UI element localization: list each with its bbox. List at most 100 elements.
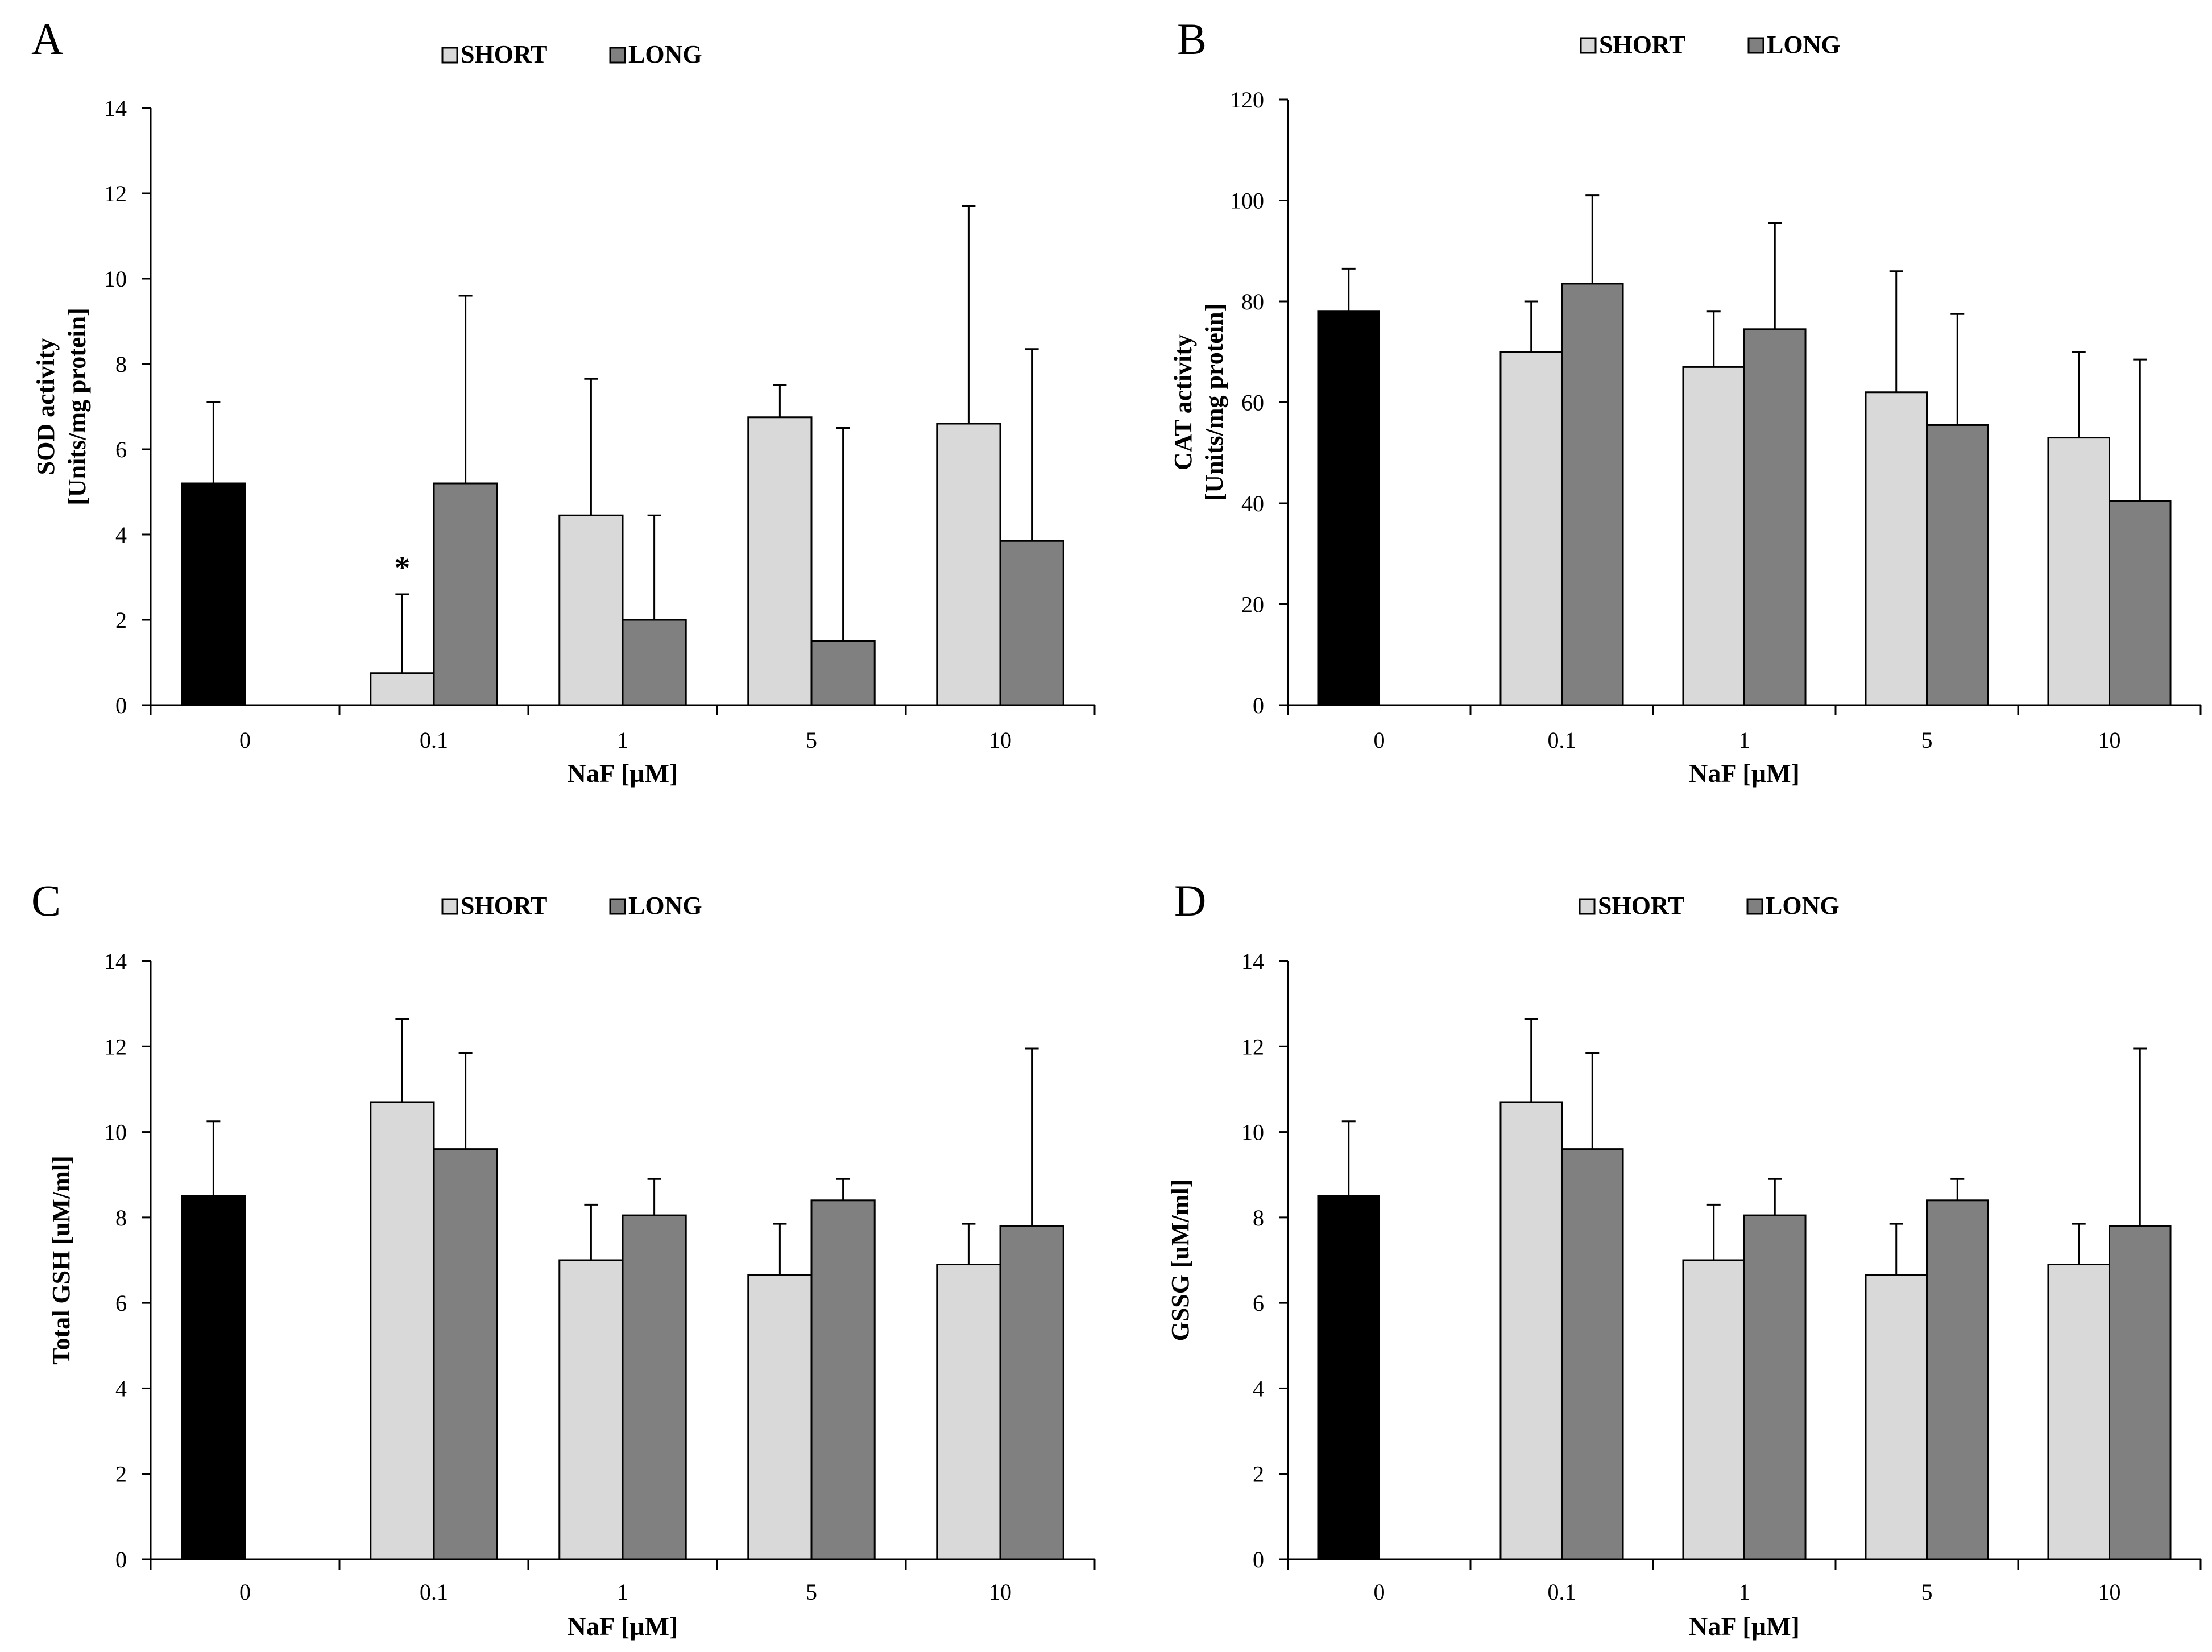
y-tick-label: 10 xyxy=(104,266,127,292)
bar-short-10 xyxy=(936,1264,1001,1560)
bar-long-5 xyxy=(1926,424,1989,706)
y-tick-label: 60 xyxy=(1241,390,1264,416)
bar-short-0.1 xyxy=(370,1101,435,1560)
bar-long-0.1 xyxy=(1561,1148,1624,1560)
bar-short-1 xyxy=(1682,366,1746,706)
bar-long-1 xyxy=(1743,1214,1807,1560)
chart-panel-b: B SHORT LONG 0 20 40 60 80 100 120 0 0.1 1 5 10 NaF [µM… xyxy=(1169,14,2202,788)
x-tick-label: 5 xyxy=(806,1579,817,1605)
bar-long-1 xyxy=(622,1214,687,1560)
y-tick-label: 80 xyxy=(1241,289,1264,314)
bar-long-1 xyxy=(622,619,687,706)
x-tick-label: 0.1 xyxy=(420,727,448,753)
bar-short-10 xyxy=(2047,1264,2111,1560)
x-tick-label: 0 xyxy=(1374,1579,1385,1605)
x-tick-label: 0.1 xyxy=(1548,1579,1576,1605)
panel-label: D xyxy=(1174,876,1206,925)
y-tick-label: 4 xyxy=(1253,1376,1264,1401)
y-tick-label: 8 xyxy=(1253,1205,1264,1231)
bar-long-5 xyxy=(810,640,876,706)
x-tick-label: 0 xyxy=(1374,727,1385,753)
y-tick-label: 12 xyxy=(1241,1034,1264,1059)
y-axis-label: GSSG [uM/ml] xyxy=(1166,1179,1194,1342)
bar-control xyxy=(1317,1195,1381,1560)
legend-label-long: LONG xyxy=(1767,31,1841,59)
x-tick-label: 10 xyxy=(2098,1579,2121,1605)
legend-label-long: LONG xyxy=(628,40,702,68)
bar-short-1 xyxy=(558,1259,624,1560)
x-tick-label: 10 xyxy=(989,1579,1012,1605)
x-axis-label: NaF [µM] xyxy=(1689,1612,1800,1641)
y-tick-label: 6 xyxy=(1253,1290,1264,1316)
legend-label-short: SHORT xyxy=(1599,31,1686,59)
x-tick-label: 1 xyxy=(1739,1579,1750,1605)
bar-long-5 xyxy=(810,1199,876,1560)
legend: SHORT LONG xyxy=(441,892,702,920)
legend-swatch-short xyxy=(1580,37,1597,54)
y-tick-label: 4 xyxy=(115,1376,127,1401)
y-tick-label: 14 xyxy=(1241,949,1264,974)
x-tick-label: 5 xyxy=(806,727,817,753)
bar-long-0.1 xyxy=(433,482,498,706)
bar-short-1 xyxy=(558,514,624,706)
y-tick-label: 0 xyxy=(1253,1547,1264,1572)
bar-long-5 xyxy=(1926,1199,1989,1560)
y-tick-label: 2 xyxy=(115,607,127,633)
bar-long-10 xyxy=(999,1225,1064,1560)
legend-swatch-short xyxy=(1579,898,1596,915)
legend: SHORT LONG xyxy=(1579,892,1840,920)
y-tick-label: 14 xyxy=(104,96,127,121)
chart-panel-d: D SHORT LONG 0 2 4 6 8 10 12 14 0 0.1 1 5 10 NaF [µM] GSS… xyxy=(1166,876,2202,1641)
y-tick-label: 0 xyxy=(115,693,127,718)
y-tick-label: 8 xyxy=(115,1205,127,1231)
legend-label-long: LONG xyxy=(628,892,702,920)
x-tick-label: 0.1 xyxy=(420,1579,448,1605)
legend-swatch-long xyxy=(609,47,626,64)
y-axis-label: [Units/mg protein] xyxy=(1200,304,1228,502)
y-tick-label: 6 xyxy=(115,437,127,462)
legend: SHORT LONG xyxy=(441,40,702,68)
legend-label-short: SHORT xyxy=(461,40,548,68)
legend-swatch-long xyxy=(609,898,626,915)
x-tick-label: 0 xyxy=(239,1579,251,1605)
panel-label: A xyxy=(31,14,63,64)
y-tick-label: 14 xyxy=(104,949,127,974)
x-tick-label: 5 xyxy=(1921,1579,1933,1605)
bar-short-10 xyxy=(936,423,1001,706)
y-tick-label: 6 xyxy=(115,1290,127,1316)
x-tick-label: 1 xyxy=(617,1579,628,1605)
y-tick-label: 12 xyxy=(104,1034,127,1059)
y-tick-label: 0 xyxy=(1253,693,1264,718)
bar-long-10 xyxy=(999,540,1064,706)
legend-swatch-short xyxy=(441,47,458,64)
legend-label-long: LONG xyxy=(1766,892,1840,920)
legend-swatch-long xyxy=(1746,898,1763,915)
x-tick-label: 5 xyxy=(1921,727,1933,753)
y-tick-label: 10 xyxy=(104,1120,127,1145)
y-axis-label: CAT activity xyxy=(1169,334,1197,470)
bar-long-10 xyxy=(2109,500,2172,706)
bar-long-0.1 xyxy=(1561,283,1624,706)
y-axis-label: [Units/mg protein] xyxy=(63,308,91,506)
y-tick-label: 12 xyxy=(104,181,127,206)
y-tick-label: 100 xyxy=(1230,188,1264,214)
bar-short-10 xyxy=(2047,437,2111,706)
y-tick-label: 120 xyxy=(1230,87,1264,113)
x-tick-label: 0 xyxy=(239,727,251,753)
y-tick-label: 40 xyxy=(1241,491,1264,516)
y-tick-label: 8 xyxy=(115,351,127,377)
bar-short-5 xyxy=(1865,391,1928,706)
y-tick-label: 10 xyxy=(1241,1120,1264,1145)
x-tick-label: 1 xyxy=(1739,727,1750,753)
bar-short-5 xyxy=(747,1274,813,1560)
x-tick-label: 0.1 xyxy=(1548,727,1576,753)
y-axis-label: Total GSH [uM/ml] xyxy=(47,1156,75,1365)
bar-short-0.1 xyxy=(1499,351,1563,706)
bar-short-5 xyxy=(1865,1274,1928,1560)
bar-short-5 xyxy=(747,416,813,706)
y-axis-label: SOD activity xyxy=(32,338,60,475)
legend-label-short: SHORT xyxy=(1598,892,1685,920)
panel-label: C xyxy=(31,876,61,925)
x-tick-label: 1 xyxy=(617,727,628,753)
